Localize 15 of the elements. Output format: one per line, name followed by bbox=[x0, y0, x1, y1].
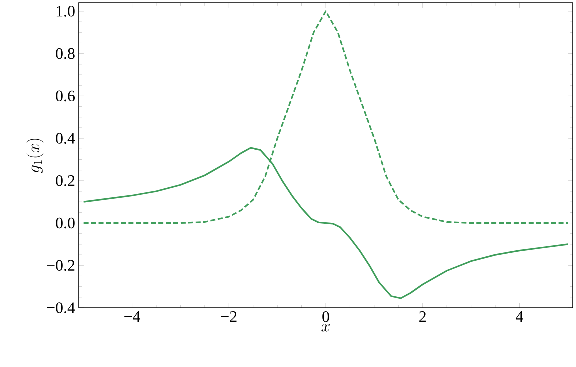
y-tick-label: −0.4 bbox=[47, 302, 76, 314]
x-tick-label: 0 bbox=[322, 312, 330, 322]
y-tick-label: 0.0 bbox=[56, 218, 75, 229]
y-tick-label: 0.6 bbox=[56, 90, 76, 102]
y-tick-label: 0.2 bbox=[56, 176, 75, 186]
y-tick-label: −0.2 bbox=[47, 260, 75, 272]
x-tick-label: 4 bbox=[516, 312, 524, 322]
x-tick-label: −2 bbox=[221, 312, 237, 322]
x-axis-title: $x$ bbox=[322, 324, 330, 332]
y-tick-label: 0.4 bbox=[56, 133, 76, 144]
y-axis-title: $g_1(x)$ bbox=[26, 138, 44, 174]
y-tick-label: 1.0 bbox=[56, 6, 75, 17]
x-tick-label: 2 bbox=[420, 312, 426, 322]
x-tick-label: −4 bbox=[124, 312, 141, 322]
y-tick-label: 0.8 bbox=[56, 48, 75, 60]
